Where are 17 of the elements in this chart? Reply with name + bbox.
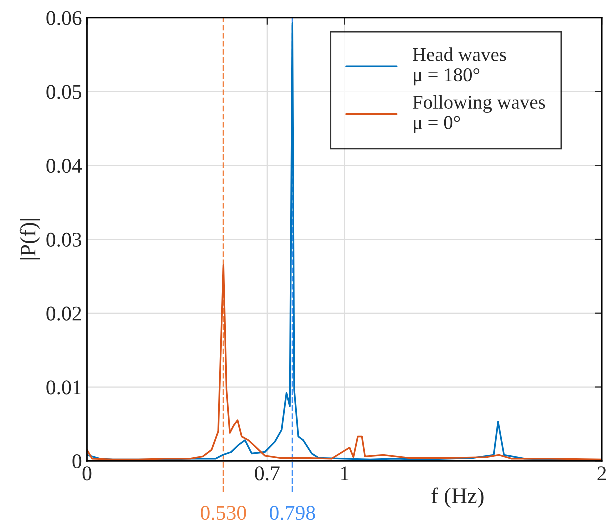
y-tick-label: 0.03 — [46, 232, 82, 248]
y-tick-label: 0.06 — [46, 11, 82, 26]
legend-label: Following waves μ = 0° — [413, 95, 546, 134]
y-tick-label: 0 — [72, 454, 82, 469]
y-tick-label: 0.05 — [46, 85, 82, 100]
ref-line-label: 0.530 — [201, 506, 246, 520]
y-tick-label: 0.04 — [46, 159, 82, 174]
y-axis-title: |P(f)| — [20, 219, 40, 260]
x-tick-label: 1 — [341, 466, 349, 480]
y-tick-label: 0.01 — [46, 380, 82, 395]
y-tick-label: 0.02 — [46, 306, 82, 321]
legend-label: Head waves μ = 180° — [413, 48, 506, 86]
x-tick-label: 0.7 — [255, 466, 280, 481]
ref-line-label: 0.798 — [270, 506, 316, 520]
x-tick-label: 0 — [82, 466, 92, 481]
x-tick-label: 2 — [598, 466, 606, 480]
x-axis-title: f (Hz) — [432, 488, 484, 508]
